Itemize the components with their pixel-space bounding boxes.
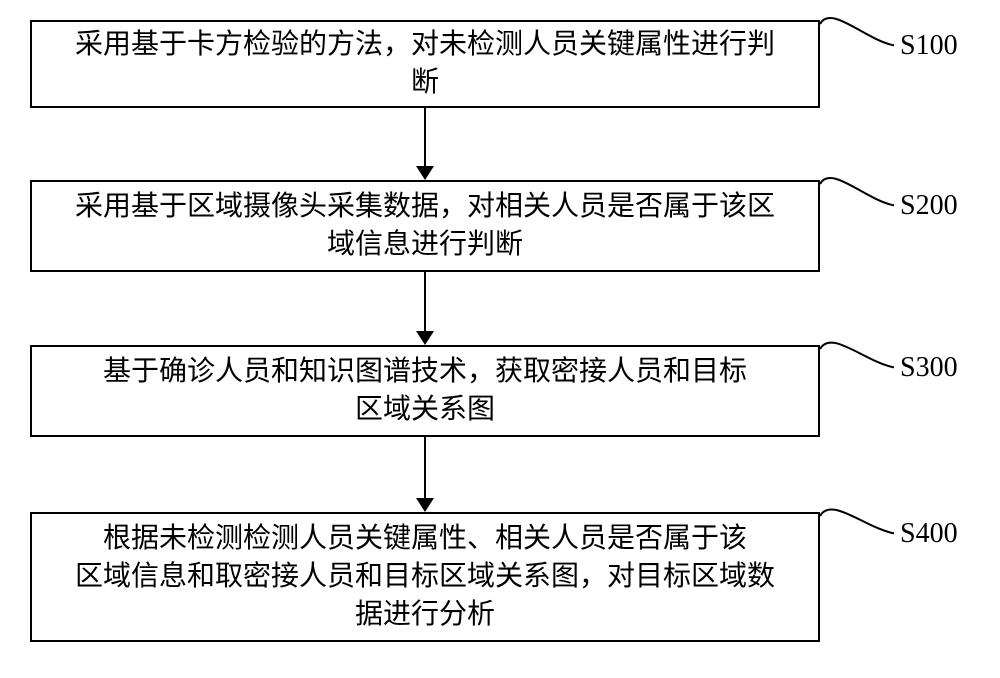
label-connector-s100 — [816, 0, 898, 75]
label-connector-s300 — [816, 319, 898, 397]
step-text-s200: 采用基于区域摄像头采集数据，对相关人员是否属于该区 域信息进行判断 — [75, 188, 775, 264]
step-label-s200: S200 — [900, 190, 958, 222]
step-box-s400: 根据未检测检测人员关键属性、相关人员是否属于该 区域信息和取密接人员和目标区域关… — [30, 512, 820, 642]
step-box-s300: 基于确诊人员和知识图谱技术，获取密接人员和目标 区域关系图 — [30, 345, 820, 437]
flow-arrow-s100-s200 — [410, 108, 440, 180]
step-label-s400: S400 — [900, 518, 958, 550]
flowchart-canvas: 采用基于卡方检验的方法，对未检测人员关键属性进行判 断 S100 采用基于区域摄… — [0, 0, 1000, 678]
flow-arrow-s200-s300 — [410, 272, 440, 345]
label-connector-s400 — [816, 486, 898, 563]
step-text-s400: 根据未检测检测人员关键属性、相关人员是否属于该 区域信息和取密接人员和目标区域关… — [75, 520, 775, 633]
step-box-s200: 采用基于区域摄像头采集数据，对相关人员是否属于该区 域信息进行判断 — [30, 180, 820, 272]
flow-arrow-s300-s400 — [410, 437, 440, 512]
label-connector-s200 — [816, 154, 898, 235]
step-label-s100: S100 — [900, 30, 958, 62]
step-text-s100: 采用基于卡方检验的方法，对未检测人员关键属性进行判 断 — [75, 26, 775, 102]
step-box-s100: 采用基于卡方检验的方法，对未检测人员关键属性进行判 断 — [30, 20, 820, 108]
step-label-s300: S300 — [900, 352, 958, 384]
step-text-s300: 基于确诊人员和知识图谱技术，获取密接人员和目标 区域关系图 — [103, 353, 747, 429]
